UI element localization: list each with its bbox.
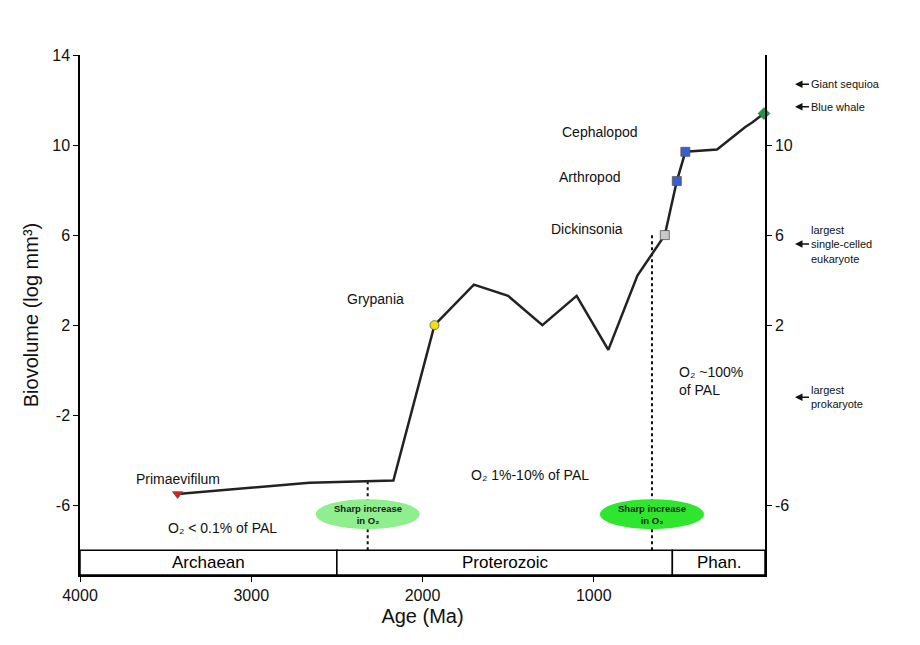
svg-text:O₂ 1%-10% of PAL: O₂ 1%-10% of PAL [471, 467, 589, 483]
svg-text:Cephalopod: Cephalopod [562, 124, 638, 140]
svg-text:14: 14 [52, 47, 70, 64]
svg-text:-6: -6 [775, 497, 789, 514]
svg-text:4000: 4000 [62, 587, 98, 604]
svg-text:Proterozoic: Proterozoic [462, 553, 548, 572]
svg-text:Archaean: Archaean [172, 553, 245, 572]
svg-text:10: 10 [52, 137, 70, 154]
svg-text:6: 6 [775, 227, 784, 244]
svg-text:2: 2 [61, 317, 70, 334]
svg-text:10: 10 [775, 137, 793, 154]
svg-text:largestprokaryote: largestprokaryote [811, 384, 863, 410]
svg-text:3000: 3000 [233, 587, 269, 604]
svg-text:largestsingle-celledeukaryote: largestsingle-celledeukaryote [811, 224, 872, 265]
svg-text:Sharp increasein O₂: Sharp increasein O₂ [334, 503, 402, 526]
svg-text:6: 6 [61, 227, 70, 244]
svg-text:Age (Ma): Age (Ma) [381, 605, 463, 627]
svg-text:Sharp increasein O₂: Sharp increasein O₂ [618, 503, 686, 526]
svg-text:Primaevifilum: Primaevifilum [136, 471, 220, 487]
svg-text:Blue whale: Blue whale [811, 101, 865, 113]
svg-text:2000: 2000 [405, 587, 441, 604]
svg-text:2: 2 [775, 317, 784, 334]
svg-text:Giant sequioa: Giant sequioa [811, 78, 880, 90]
svg-text:Arthropod: Arthropod [559, 169, 620, 185]
svg-text:O₂ ~100%of PAL: O₂ ~100%of PAL [679, 364, 743, 398]
svg-text:Phan.: Phan. [697, 553, 741, 572]
svg-text:Biovolume (log mm³): Biovolume (log mm³) [20, 223, 42, 407]
svg-text:-6: -6 [56, 497, 70, 514]
svg-text:-2: -2 [56, 407, 70, 424]
svg-text:Grypania: Grypania [347, 291, 404, 307]
svg-text:O₂ < 0.1% of PAL: O₂ < 0.1% of PAL [168, 520, 277, 536]
svg-text:1000: 1000 [576, 587, 612, 604]
svg-text:Dickinsonia: Dickinsonia [551, 221, 623, 237]
